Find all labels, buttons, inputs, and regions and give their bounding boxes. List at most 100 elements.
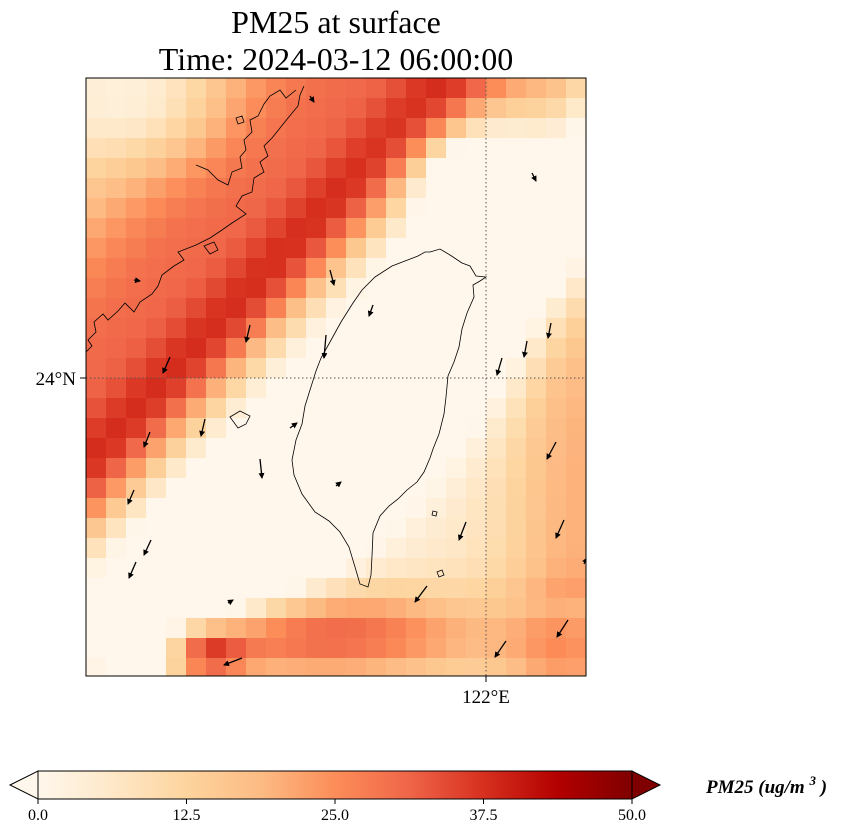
heatmap-cell	[466, 218, 487, 239]
heatmap-cell	[106, 258, 127, 279]
heatmap-cell	[366, 578, 387, 599]
heatmap-cell	[426, 558, 447, 579]
heatmap-cell	[226, 338, 247, 359]
colorbar-label: PM25 (ug/m 3 )	[705, 769, 827, 798]
heatmap-cell	[386, 238, 407, 259]
heatmap-cell	[86, 498, 107, 519]
heatmap-cell	[386, 558, 407, 579]
heatmap-cell	[146, 238, 167, 259]
heatmap-cell	[446, 178, 467, 199]
heatmap-cell	[126, 538, 147, 559]
heatmap-cell	[446, 278, 467, 299]
heatmap-cell	[326, 458, 347, 479]
heatmap-cell	[486, 558, 507, 579]
heatmap-cell	[226, 258, 247, 279]
heatmap-cell	[546, 118, 567, 139]
heatmap-cell	[506, 258, 527, 279]
heatmap-cell	[446, 398, 467, 419]
heatmap-cell	[506, 318, 527, 339]
heatmap-cell	[266, 438, 287, 459]
heatmap-cell	[266, 538, 287, 559]
heatmap-cell	[526, 358, 547, 379]
heatmap-cell	[186, 438, 207, 459]
heatmap-cell	[126, 518, 147, 539]
heatmap-cell	[426, 258, 447, 279]
heatmap-cell	[566, 138, 586, 159]
heatmap-cell	[446, 198, 467, 219]
heatmap-cell	[566, 298, 586, 319]
heatmap-cell	[386, 518, 407, 539]
heatmap-cell	[386, 298, 407, 319]
heatmap-cell	[206, 118, 227, 139]
chart-title-line1: PM25 at surface	[231, 4, 441, 40]
heatmap-cell	[206, 278, 227, 299]
colorbar-tick-label: 25.0	[321, 807, 349, 824]
heatmap-cell	[426, 338, 447, 359]
colorbar: 0.0 12.5 25.0 37.5 50.0 PM25 (ug/m 3 )	[8, 769, 827, 824]
wind-vectors	[127, 95, 586, 666]
heatmap-cell	[486, 518, 507, 539]
heatmap-cell	[126, 438, 147, 459]
heatmap-cell	[526, 498, 547, 519]
heatmap-cell	[566, 198, 586, 219]
heatmap-cell	[286, 258, 307, 279]
heatmap-cell	[146, 558, 167, 579]
heatmap-cell	[326, 578, 347, 599]
wind-arrow	[531, 172, 537, 182]
heatmap-cell	[186, 658, 207, 676]
heatmap-cell	[306, 478, 327, 499]
wind-arrow	[258, 458, 265, 479]
heatmap-cell	[426, 458, 447, 479]
heatmap-cell	[426, 478, 447, 499]
heatmap-cell	[466, 358, 487, 379]
heatmap-cell	[86, 438, 107, 459]
heatmap-cell	[206, 558, 227, 579]
heatmap-cell	[266, 158, 287, 179]
heatmap-cell	[406, 238, 427, 259]
heatmap-cell	[306, 78, 327, 99]
heatmap-cell	[466, 638, 487, 659]
heatmap-cell	[146, 598, 167, 619]
heatmap-cell	[506, 158, 527, 179]
heatmap-cell	[306, 178, 327, 199]
heatmap-cell	[326, 198, 347, 219]
heatmap-cell	[266, 138, 287, 159]
heatmap-cell	[346, 418, 367, 439]
heatmap-cell	[506, 418, 527, 439]
heatmap-cell	[326, 298, 347, 319]
heatmap-cell	[566, 538, 586, 559]
heatmap-cell	[466, 198, 487, 219]
heatmap-cell	[526, 378, 547, 399]
heatmap-cell	[346, 238, 367, 259]
heatmap-cell	[286, 458, 307, 479]
heatmap-cell	[566, 358, 586, 379]
heatmap-cell	[246, 498, 267, 519]
heatmap-cell	[346, 578, 367, 599]
heatmap-cell	[246, 218, 267, 239]
heatmap-cell	[166, 138, 187, 159]
heatmap-cell	[106, 298, 127, 319]
heatmap-cell	[426, 398, 447, 419]
heatmap-cell	[366, 458, 387, 479]
heatmap-cell	[346, 378, 367, 399]
heatmap-cell	[206, 418, 227, 439]
heatmap-cell	[326, 358, 347, 379]
heatmap-cell	[386, 618, 407, 639]
colorbar-extend-max	[631, 770, 662, 800]
heatmap-cell	[126, 218, 147, 239]
heatmap-cell	[106, 238, 127, 259]
heatmap-cell	[426, 498, 447, 519]
heatmap-cell	[126, 178, 147, 199]
heatmap-cell	[406, 98, 427, 119]
heatmap-cell	[246, 378, 267, 399]
colorbar-tick-label: 37.5	[470, 807, 498, 824]
heatmap-cell	[426, 98, 447, 119]
heatmap-cell	[206, 158, 227, 179]
heatmap-cell	[446, 78, 467, 99]
heatmap-cell	[166, 618, 187, 639]
heatmap-cell	[106, 358, 127, 379]
heatmap-cell	[286, 538, 307, 559]
heatmap-cell	[486, 338, 507, 359]
heatmap-cell	[86, 398, 107, 419]
heatmap-cell	[266, 458, 287, 479]
